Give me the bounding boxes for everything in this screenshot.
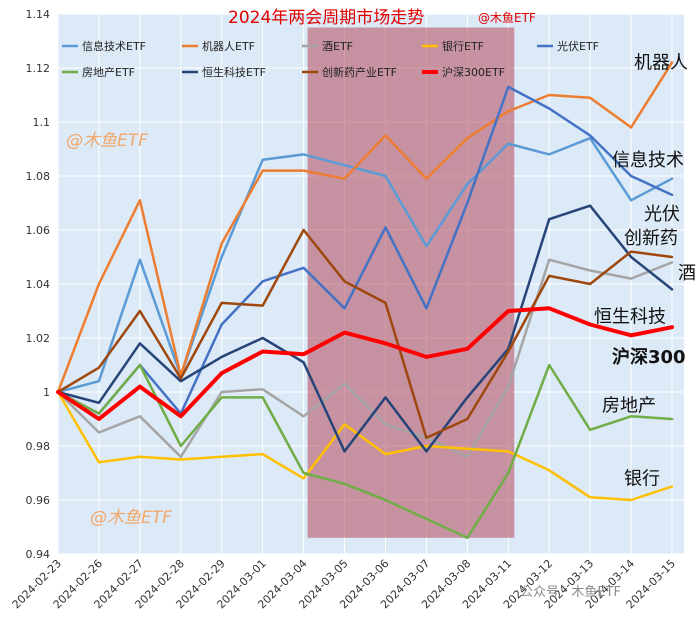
chart-subtitle: @木鱼ETF xyxy=(478,11,536,25)
chart-title: 2024年两会周期市场走势 xyxy=(228,8,424,28)
legend-entry: 创新药产业ETF xyxy=(322,65,397,79)
legend: 信息技术ETF 机器人ETF 酒ETF 银行ETF 光伏ETF 房地产ETF 恒生科技ETF… xyxy=(62,39,599,79)
watermark-top: @木鱼ETF xyxy=(66,131,148,151)
end-label: 恒生科技 xyxy=(594,306,666,327)
end-label: 机器人 xyxy=(634,53,688,74)
legend-entry: 沪深300ETF xyxy=(442,65,505,79)
series-line-3 xyxy=(56,390,674,502)
highlight-rect xyxy=(307,27,515,538)
legend-entry: 酒ETF xyxy=(322,40,353,53)
end-label: 光伏 xyxy=(644,204,680,225)
legend-entry: 光伏ETF xyxy=(557,39,599,53)
series-line-5 xyxy=(56,363,674,540)
end-label: 沪深300 xyxy=(612,346,686,368)
series-lines xyxy=(56,61,674,540)
highlight-band xyxy=(307,27,515,538)
end-label: 银行 xyxy=(624,468,660,489)
end-label: 房地产 xyxy=(602,396,656,417)
y-tick-label: 1.1 xyxy=(33,116,51,129)
legend-entry: 机器人ETF xyxy=(202,39,255,53)
y-axis-ticks: 0.94 0.96 0.98 1 1.02 1.04 1.06 1.08 1.1 1.12 1.14 xyxy=(26,8,51,561)
end-label: 信息技术 xyxy=(612,150,684,171)
series-line-7 xyxy=(56,228,674,440)
y-tick-label: 1.14 xyxy=(26,8,51,21)
series-line-6 xyxy=(56,204,674,453)
legend-entry: 房地产ETF xyxy=(82,65,135,79)
y-tick-label: 1 xyxy=(43,386,50,399)
watermark-footer: 公众号 · 木鱼ETF xyxy=(520,584,621,600)
series-line-2 xyxy=(56,258,674,459)
series-line-0 xyxy=(56,136,674,394)
legend-entry: 信息技术ETF xyxy=(82,39,146,53)
y-tick-label: 0.98 xyxy=(26,440,51,453)
y-tick-label: 0.96 xyxy=(26,494,51,507)
legend-entry: 银行ETF xyxy=(442,39,484,53)
y-tick-label: 0.94 xyxy=(26,548,51,561)
y-tick-label: 1.04 xyxy=(26,278,51,291)
series-line-8 xyxy=(56,306,674,421)
series-line-1 xyxy=(56,61,674,394)
y-tick-label: 1.06 xyxy=(26,224,51,237)
series-line-4 xyxy=(56,85,674,415)
y-tick-label: 1.02 xyxy=(26,332,51,345)
end-label: 创新药 xyxy=(624,228,678,249)
end-label: 酒 xyxy=(678,263,696,284)
legend-entry: 恒生科技ETF xyxy=(202,65,266,79)
y-tick-label: 1.08 xyxy=(26,170,51,183)
watermark-bottom: @木鱼ETF xyxy=(90,508,172,528)
y-tick-label: 1.12 xyxy=(26,62,51,75)
